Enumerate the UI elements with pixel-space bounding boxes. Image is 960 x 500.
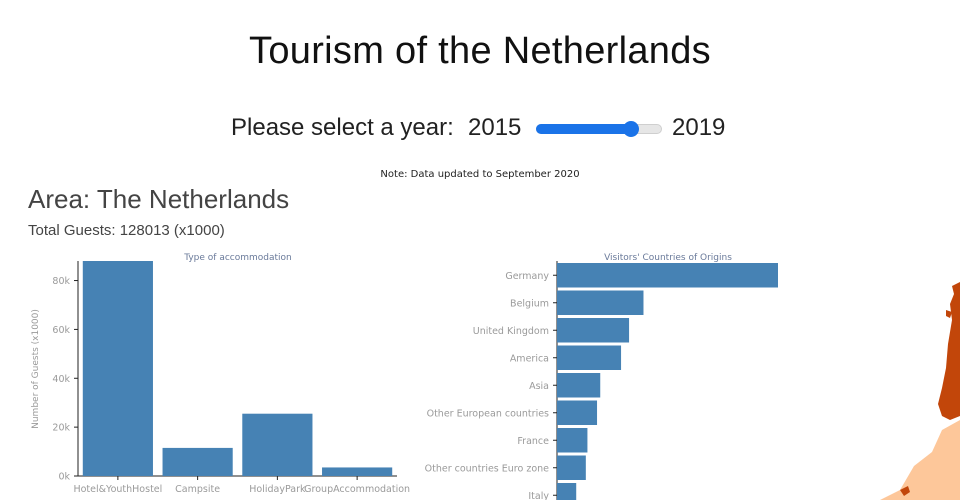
year-prompt: Please select a year: (231, 114, 454, 141)
map-region-dark (938, 282, 960, 420)
bar-holidaypark (242, 413, 313, 476)
slider-thumb[interactable] (622, 121, 639, 137)
y-tick-label: 60k (52, 325, 70, 336)
y-tick-label: 40k (52, 374, 70, 385)
x-tick-label: HolidayPark (249, 484, 306, 495)
origin-label: Belgium (510, 298, 549, 309)
y-tick-label: 20k (52, 423, 70, 434)
x-tick-label: Campsite (175, 484, 220, 495)
map-region-light (880, 420, 960, 500)
bar-asia (557, 373, 601, 398)
netherlands-map-icon (880, 282, 960, 500)
bar-hotel&youthhostel (82, 261, 153, 476)
total-guests: Total Guests: 128013 (x1000) (28, 222, 225, 239)
accommodation-chart-title: Type of accommodation (183, 253, 292, 263)
bar-groupaccommodation (322, 467, 393, 476)
bar-germany (557, 263, 778, 288)
bar-belgium (557, 290, 644, 315)
year-selector: Please select a year: 2015 2019 (0, 114, 960, 146)
origin-label: Germany (505, 271, 549, 282)
year-slider[interactable] (536, 121, 662, 137)
bar-other-european-countries (557, 400, 598, 425)
x-tick-label: Hotel&YouthHostel (73, 484, 162, 495)
bar-united-kingdom (557, 318, 630, 343)
y-tick-label: 0k (58, 472, 70, 483)
origin-label: Asia (529, 381, 549, 392)
bar-france (557, 428, 588, 453)
map-coast-fragment (946, 310, 952, 318)
page-title: Tourism of the Netherlands (249, 30, 711, 72)
accommodation-y-axis-label: Number of Guests (x1000) (31, 309, 41, 429)
area-heading: Area: The Netherlands (28, 184, 290, 214)
bar-america (557, 345, 622, 370)
origins-chart-title: Visitors' Countries of Origins (604, 253, 732, 263)
map-island-fragment (900, 486, 910, 496)
origin-label: Other countries Euro zone (425, 463, 550, 474)
slider-max-label: 2019 (672, 114, 726, 141)
bar-other-countries-euro-zone (557, 455, 586, 480)
data-update-note: Note: Data updated to September 2020 (380, 169, 580, 180)
y-tick-label: 80k (52, 276, 70, 287)
origin-label: United Kingdom (473, 326, 549, 337)
x-tick-label: GroupAccommodation (304, 484, 410, 495)
bar-campsite (162, 447, 233, 476)
origin-label: America (510, 353, 549, 364)
origin-label: France (517, 436, 549, 447)
origin-label: Other European countries (427, 408, 549, 419)
origin-label: Italy (528, 491, 549, 500)
slider-min-label: 2015 (468, 114, 522, 141)
bar-italy (557, 483, 577, 500)
slider-fill (536, 124, 631, 134)
